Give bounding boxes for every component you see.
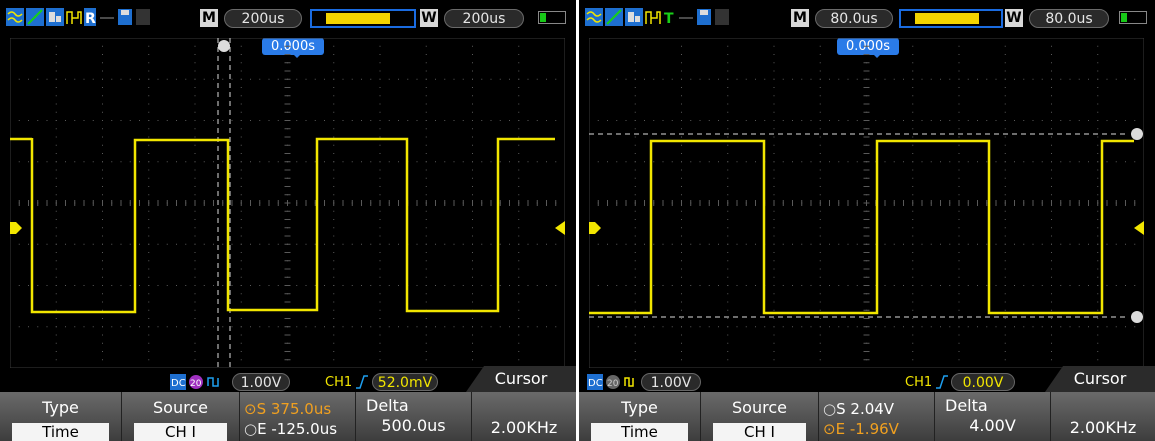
trigger-time-display: 0.000s	[262, 38, 324, 55]
menu-type-value: Time	[12, 423, 109, 441]
menu-source-title: Source	[153, 398, 208, 417]
menu-delta-display: Delta 4.00V	[935, 392, 1051, 441]
menu-cursor-positions-button[interactable]: ⊙S 375.0us ○E -125.0us	[240, 392, 356, 441]
svg-text:R: R	[85, 11, 96, 26]
trigger-level-marker	[555, 221, 565, 235]
trigger-position-marker	[291, 52, 303, 58]
cursor-e-row: ⊙E -1.96V	[823, 420, 899, 438]
window-position-indicator[interactable]	[310, 9, 416, 28]
menu-type-title: Type	[42, 398, 79, 417]
status-bar: T M 80.0us W 80.0us	[579, 0, 1155, 34]
menu-type-button[interactable]: Type Time	[0, 392, 122, 441]
trigger-source: CH1	[905, 375, 933, 390]
cursor-s-row: ⊙S 375.0us	[244, 400, 332, 418]
cursor-menu: Type Time Source CH I ○S 2.04V ⊙E -1.96V…	[579, 392, 1155, 441]
status-bar: R M 200us W 200us	[0, 0, 576, 34]
menu-frequency-value: 2.00KHz	[1069, 418, 1137, 437]
scope-screen-left: R M 200us W 200us 0.000s DC 20 1.00V CH1…	[0, 0, 576, 441]
svg-text:DC: DC	[171, 378, 186, 389]
cursor-menu-title: Cursor	[1045, 366, 1155, 392]
disk-icon	[679, 9, 729, 25]
channel1-level-marker	[589, 222, 601, 234]
svg-text:T: T	[664, 11, 674, 26]
cursor-menu: Type Time Source CH I ⊙S 375.0us ○E -125…	[0, 392, 576, 441]
trigger-source: CH1	[325, 375, 353, 390]
menu-frequency-display: 2.00KHz	[1051, 392, 1155, 441]
coupling-icon: DC 20	[587, 374, 634, 390]
trigger-position-marker	[871, 52, 883, 58]
timebase-display[interactable]: 80.0us	[815, 9, 893, 28]
battery-icon	[538, 11, 566, 24]
waveform-grid	[10, 38, 565, 368]
window-timebase-display[interactable]: 80.0us	[1029, 9, 1109, 28]
menu-source-value: CH I	[134, 423, 227, 441]
rising-edge-icon	[356, 375, 368, 389]
channel-scale: 1.00V	[232, 373, 290, 391]
battery-icon	[1119, 11, 1147, 24]
cursor-s-row: ○S 2.04V	[823, 400, 895, 418]
menu-frequency-display: 2.00KHz	[472, 392, 576, 441]
mode-badge: M	[791, 9, 809, 27]
scope-screen-right: T M 80.0us W 80.0us 0.000s DC 20 1.00V C…	[579, 0, 1155, 441]
menu-source-button[interactable]: Source CH I	[122, 392, 240, 441]
channel1-level-marker	[10, 222, 22, 234]
menu-frequency-value: 2.00KHz	[490, 418, 558, 437]
svg-text:20: 20	[190, 379, 202, 389]
cursor-e-value: -125.0us	[271, 420, 338, 438]
menu-cursor-positions-button[interactable]: ○S 2.04V ⊙E -1.96V	[819, 392, 935, 441]
mode-badge: M	[200, 9, 218, 27]
menu-delta-title: Delta	[945, 396, 988, 415]
cursor-e-value: -1.96V	[849, 420, 899, 438]
window-badge: W	[420, 9, 438, 27]
timebase-display[interactable]: 200us	[224, 9, 302, 28]
trigger-level: 52.0mV	[372, 373, 438, 391]
menu-source-value: CH I	[713, 423, 806, 441]
rising-edge-icon	[936, 375, 948, 389]
cursor-s-marker	[1131, 128, 1143, 140]
status-icons: T	[585, 8, 674, 26]
menu-type-value: Time	[591, 423, 688, 441]
menu-delta-title: Delta	[366, 396, 409, 415]
waveform-grid	[589, 38, 1144, 368]
menu-delta-display: Delta 500.0us	[356, 392, 472, 441]
window-timebase-display[interactable]: 200us	[444, 9, 524, 28]
waveform-trace	[10, 137, 555, 314]
trigger-level-marker	[1134, 221, 1144, 235]
menu-type-button[interactable]: Type Time	[579, 392, 701, 441]
status-icons: R	[6, 8, 96, 26]
menu-source-button[interactable]: Source CH I	[701, 392, 819, 441]
cursor-s-value: 2.04V	[850, 400, 895, 418]
cursor-e-marker	[1131, 311, 1143, 323]
disk-icon	[100, 9, 150, 25]
svg-text:DC: DC	[588, 378, 603, 389]
coupling-icon: DC 20	[170, 374, 219, 390]
waveform-trace	[589, 139, 1134, 315]
window-badge: W	[1005, 9, 1023, 27]
svg-text:20: 20	[607, 379, 619, 389]
trigger-level: 0.00V	[951, 373, 1015, 391]
menu-type-title: Type	[621, 398, 658, 417]
menu-delta-value: 4.00V	[969, 416, 1016, 435]
cursor-s-value: 375.0us	[270, 400, 332, 418]
menu-delta-value: 500.0us	[381, 416, 446, 435]
cursor-e-row: ○E -125.0us	[244, 420, 338, 438]
channel-scale: 1.00V	[641, 373, 701, 391]
window-position-indicator[interactable]	[899, 9, 1003, 28]
menu-source-title: Source	[732, 398, 787, 417]
cursor-menu-title: Cursor	[466, 366, 576, 392]
cursor-s-marker	[218, 40, 230, 52]
